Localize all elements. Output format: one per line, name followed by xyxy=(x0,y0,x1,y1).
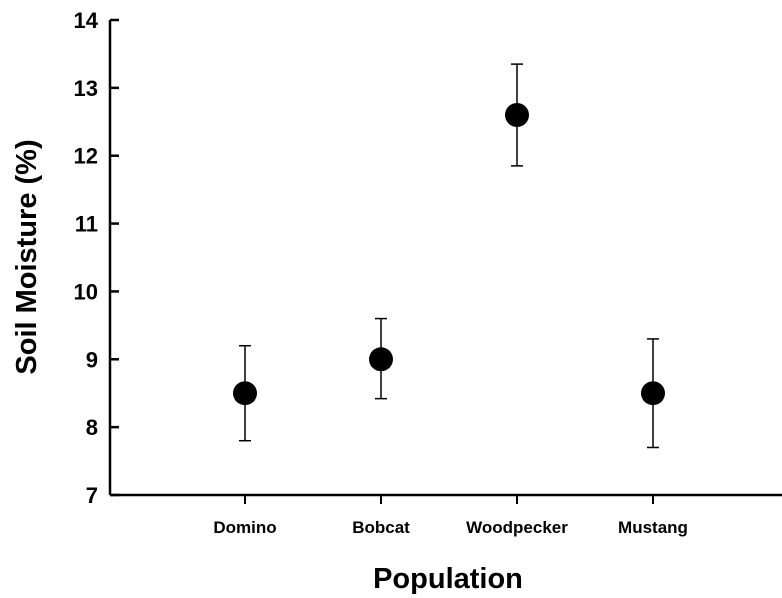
y-tick-label: 14 xyxy=(74,8,99,33)
y-tick-label: 7 xyxy=(86,483,98,508)
y-tick-label: 11 xyxy=(75,212,98,237)
y-tick-label: 8 xyxy=(86,415,98,440)
data-point xyxy=(641,381,665,406)
x-axis-label: Population xyxy=(373,563,523,595)
x-tick-label: Domino xyxy=(213,518,276,537)
y-ticks: 7 8 9 10 11 12 13 14 xyxy=(74,8,119,508)
x-tick-label: Woodpecker xyxy=(466,518,568,537)
x-ticks: Domino Bobcat Woodpecker Mustang xyxy=(213,495,688,537)
x-tick-label: Bobcat xyxy=(352,518,410,537)
data-point xyxy=(505,103,529,127)
y-tick-label: 9 xyxy=(86,347,98,372)
axes xyxy=(108,20,782,497)
data-point xyxy=(369,347,393,372)
y-tick-label: 12 xyxy=(74,144,98,169)
x-tick-label: Mustang xyxy=(618,518,688,537)
y-axis-label: Soil Moisture (%) xyxy=(11,139,43,374)
y-tick-label: 13 xyxy=(74,76,98,101)
data-point xyxy=(233,381,257,406)
data-points xyxy=(233,103,665,406)
error-bars xyxy=(239,63,659,449)
y-tick-label: 10 xyxy=(74,279,98,304)
